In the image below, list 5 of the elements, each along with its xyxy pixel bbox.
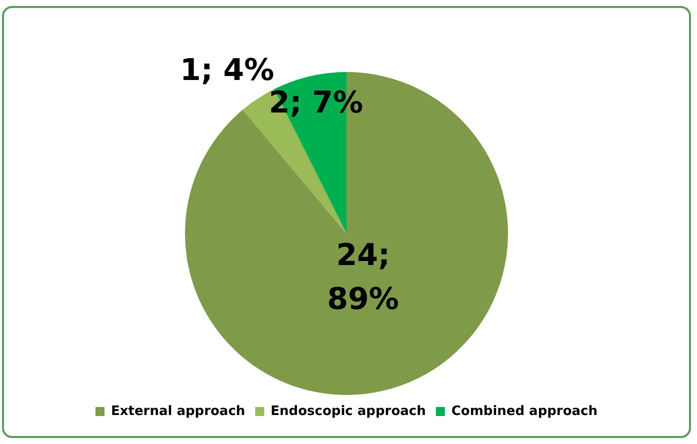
legend-label: External approach — [110, 404, 246, 419]
legend-label: Combined approach — [451, 404, 598, 419]
data-label: 24; 89% — [327, 238, 399, 317]
data-label: 1; 4% — [180, 53, 274, 88]
legend-label: Endoscopic approach — [270, 404, 426, 419]
